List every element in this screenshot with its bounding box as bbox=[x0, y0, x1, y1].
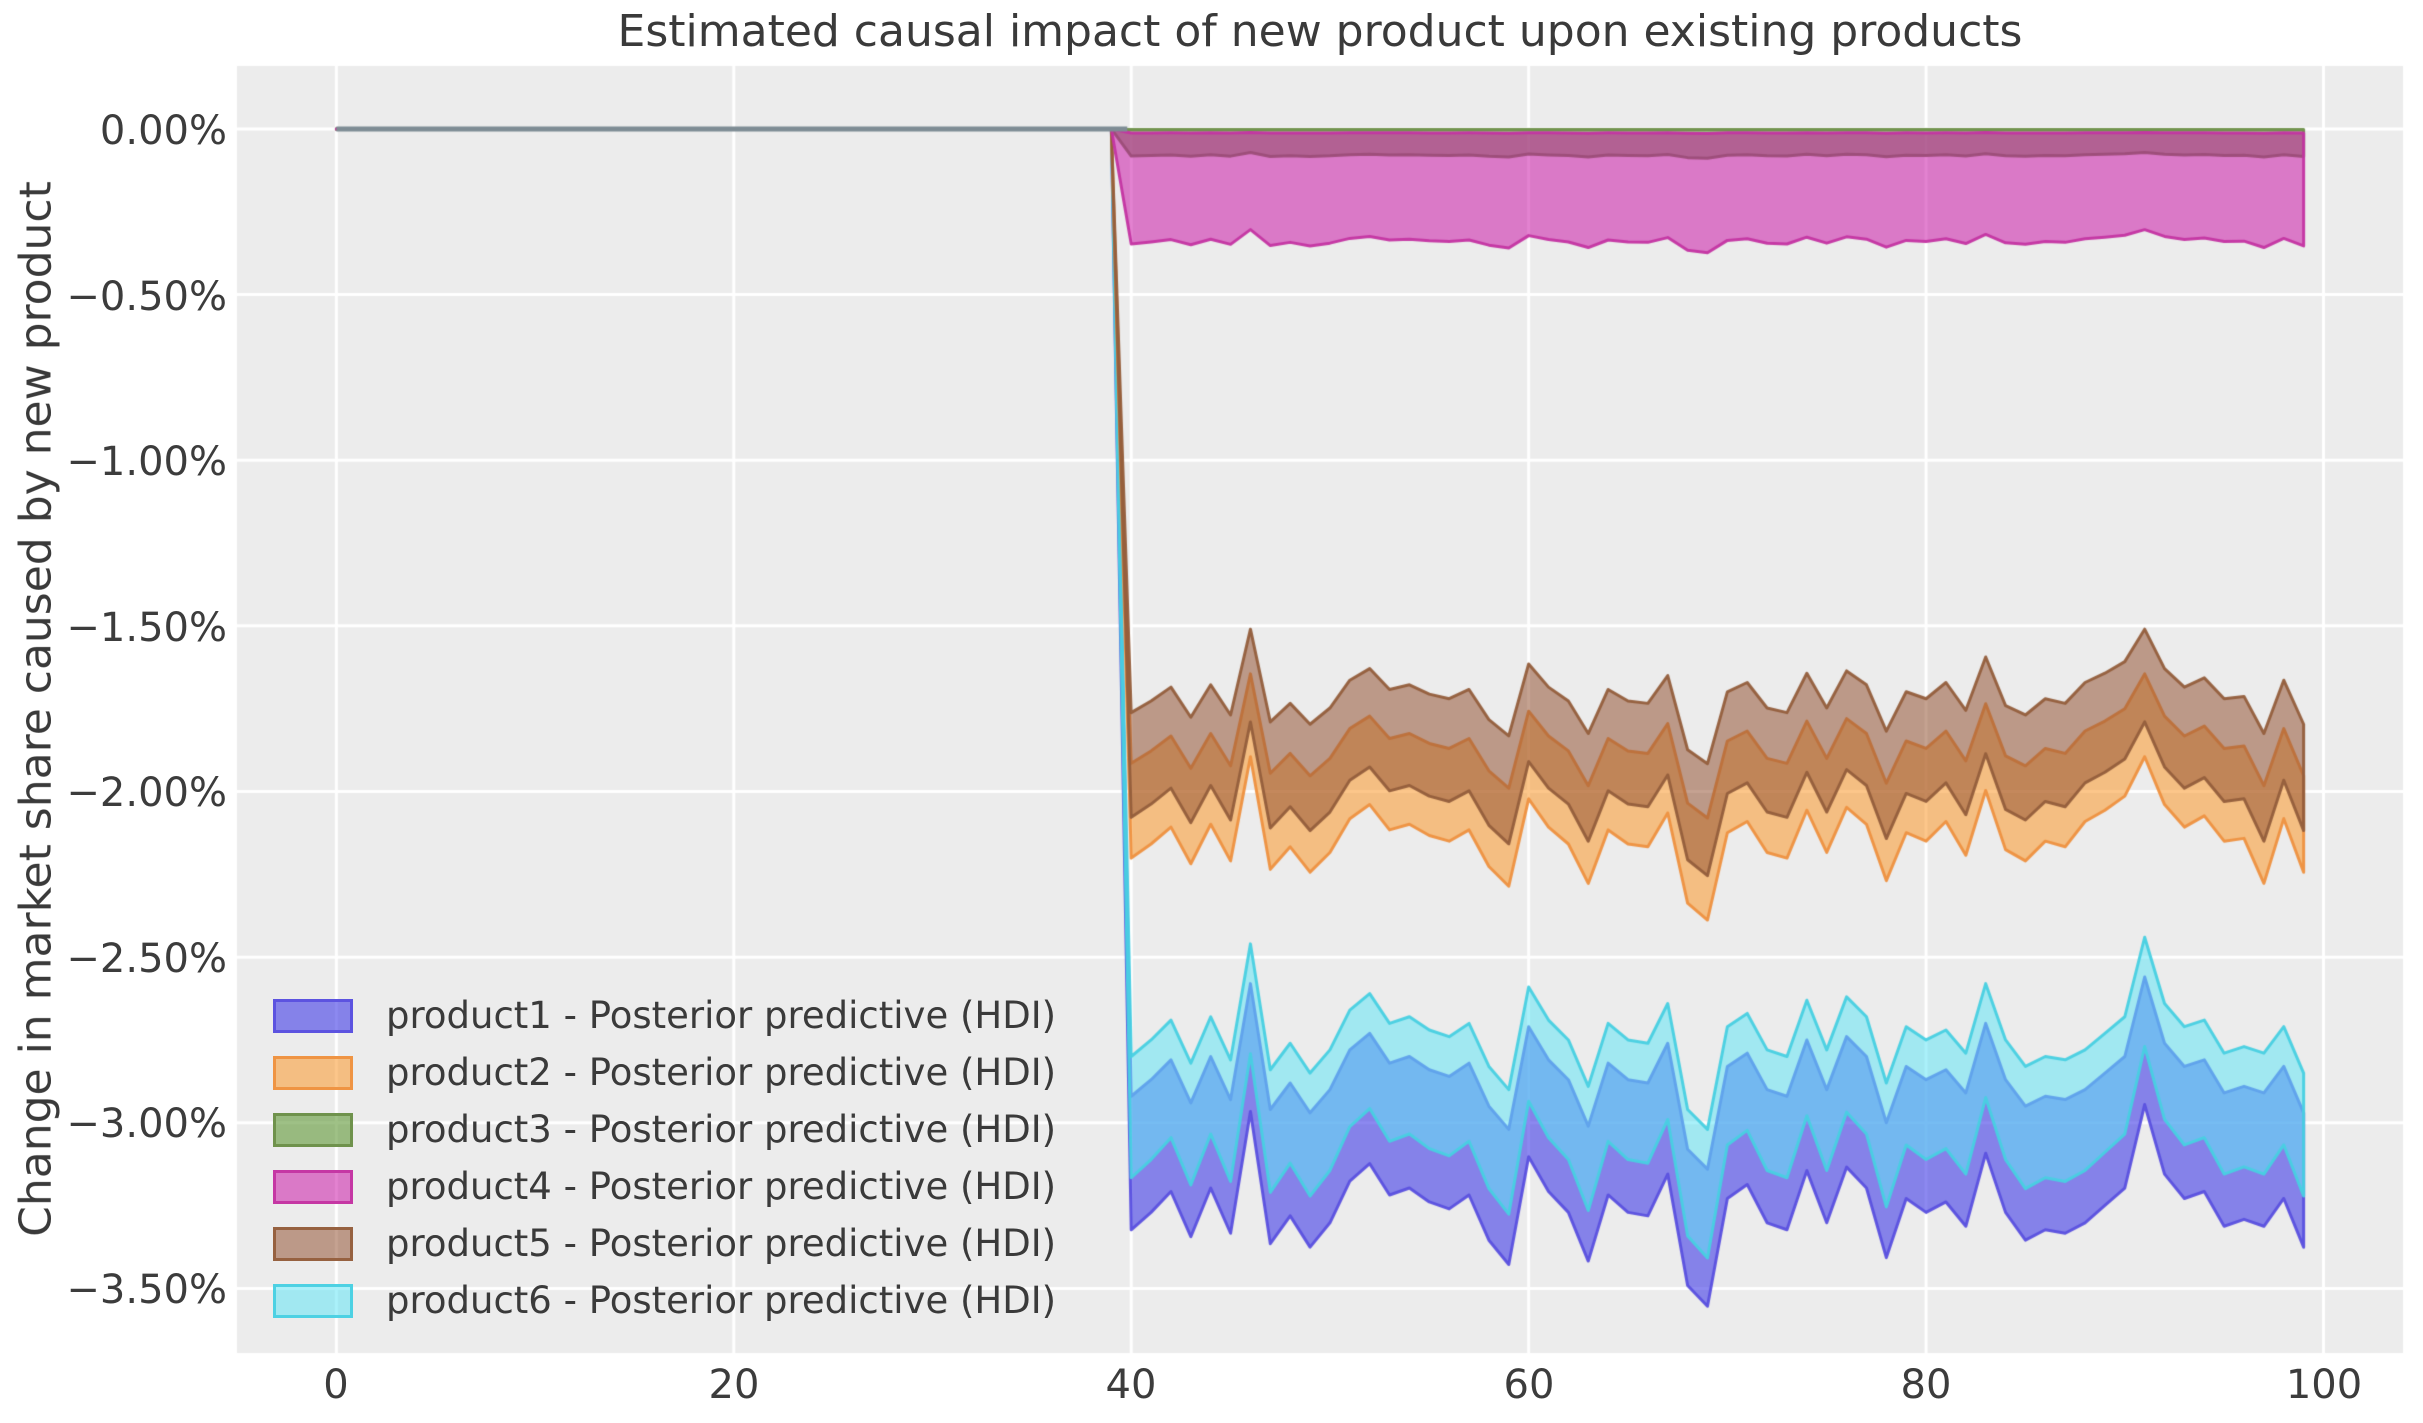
legend-label: product2 - Posterior predictive (HDI) bbox=[386, 1051, 1057, 1094]
legend-label: product5 - Posterior predictive (HDI) bbox=[386, 1222, 1057, 1265]
legend-label: product1 - Posterior predictive (HDI) bbox=[386, 994, 1057, 1037]
y-tick-label: −3.50% bbox=[66, 1267, 227, 1313]
y-tick-label: −3.00% bbox=[66, 1101, 227, 1147]
legend-swatch-product1 bbox=[273, 999, 353, 1033]
y-tick-label: −1.50% bbox=[66, 605, 227, 651]
legend-label: product4 - Posterior predictive (HDI) bbox=[386, 1165, 1057, 1208]
legend-label: product3 - Posterior predictive (HDI) bbox=[386, 1108, 1057, 1151]
x-tick-label: 20 bbox=[708, 1362, 760, 1408]
y-tick-label: 0.00% bbox=[99, 108, 227, 154]
y-tick-label: −2.00% bbox=[66, 770, 227, 816]
x-tick-label: 100 bbox=[2285, 1362, 2363, 1408]
legend-swatch-product6 bbox=[273, 1284, 353, 1318]
y-axis-label: Change in market share caused by new pro… bbox=[10, 181, 62, 1237]
chart-title: Estimated causal impact of new product u… bbox=[617, 6, 2023, 57]
x-tick-label: 60 bbox=[1503, 1362, 1555, 1408]
legend-swatch-product4 bbox=[273, 1170, 353, 1204]
legend-swatch-product3 bbox=[273, 1113, 353, 1147]
legend-label: product6 - Posterior predictive (HDI) bbox=[386, 1279, 1057, 1322]
x-tick-label: 40 bbox=[1105, 1362, 1157, 1408]
x-tick-label: 0 bbox=[323, 1362, 349, 1408]
y-tick-label: −0.50% bbox=[66, 274, 227, 320]
y-tick-label: −1.00% bbox=[66, 439, 227, 485]
legend-swatch-product5 bbox=[273, 1227, 353, 1261]
legend-swatch-product2 bbox=[273, 1056, 353, 1090]
x-tick-label: 80 bbox=[1900, 1362, 1952, 1408]
y-tick-label: −2.50% bbox=[66, 936, 227, 982]
